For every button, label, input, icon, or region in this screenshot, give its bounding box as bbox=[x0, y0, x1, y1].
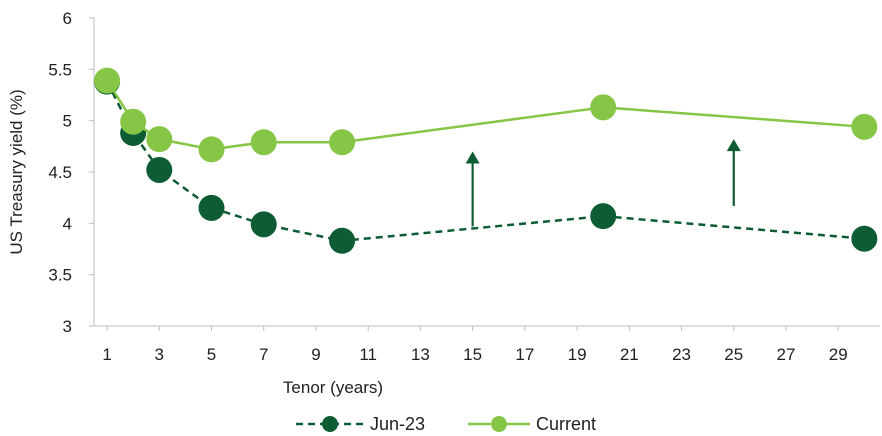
data-point bbox=[851, 113, 878, 140]
x-tick-label: 7 bbox=[259, 345, 268, 364]
data-point bbox=[329, 129, 356, 156]
axes bbox=[93, 18, 880, 327]
data-point bbox=[590, 94, 617, 121]
x-tick-label: 25 bbox=[724, 345, 743, 364]
legend-label: Jun-23 bbox=[370, 414, 425, 434]
data-point bbox=[198, 136, 225, 163]
x-tick-label: 5 bbox=[207, 345, 216, 364]
annotation-layer bbox=[465, 139, 741, 227]
x-tick-label: 17 bbox=[515, 345, 534, 364]
x-tick-label: 27 bbox=[777, 345, 796, 364]
x-tick-label: 23 bbox=[672, 345, 691, 364]
y-tick-label: 3.5 bbox=[48, 266, 72, 285]
x-tick-label: 1 bbox=[102, 345, 111, 364]
x-tick-label: 15 bbox=[463, 345, 482, 364]
x-axis-ticks: 1 3 5 7 9 11 13 15 17 19 21 23 25 27 29 bbox=[102, 326, 848, 364]
y-axis-title: US Treasury yield (%) bbox=[7, 89, 26, 254]
y-tick-label: 6 bbox=[63, 9, 72, 28]
legend-item-jun-23: Jun-23 bbox=[296, 414, 425, 434]
data-point bbox=[94, 67, 121, 94]
data-point bbox=[250, 211, 277, 238]
data-point bbox=[851, 225, 878, 252]
data-point bbox=[146, 126, 173, 153]
legend-item-current: Current bbox=[468, 414, 596, 434]
y-tick-label: 3 bbox=[63, 317, 72, 336]
series-layer bbox=[94, 67, 878, 254]
series-line bbox=[106, 79, 865, 151]
legend-label: Current bbox=[536, 414, 596, 434]
x-tick-label: 19 bbox=[568, 345, 587, 364]
series-current bbox=[94, 67, 878, 163]
data-point bbox=[590, 203, 617, 230]
up-arrow-icon bbox=[465, 151, 480, 227]
data-point bbox=[146, 156, 173, 183]
x-tick-label: 11 bbox=[359, 345, 377, 364]
y-tick-label: 4.5 bbox=[48, 163, 72, 182]
y-tick-label: 5 bbox=[63, 112, 72, 131]
y-tick-label: 5.5 bbox=[48, 60, 72, 79]
up-arrow-icon bbox=[726, 139, 741, 206]
x-tick-label: 29 bbox=[829, 345, 848, 364]
y-tick-label: 4 bbox=[63, 214, 72, 233]
legend: Jun-23 Current bbox=[296, 414, 596, 434]
x-tick-label: 13 bbox=[411, 345, 430, 364]
x-tick-label: 3 bbox=[155, 345, 164, 364]
data-point bbox=[198, 194, 225, 221]
legend-swatch-marker bbox=[322, 416, 338, 432]
data-point bbox=[250, 129, 277, 156]
legend-swatch-marker bbox=[491, 416, 507, 432]
data-point bbox=[329, 227, 356, 254]
x-tick-label: 9 bbox=[311, 345, 320, 364]
x-tick-label: 21 bbox=[620, 345, 639, 364]
data-point bbox=[120, 108, 147, 135]
x-axis-title: Tenor (years) bbox=[283, 378, 383, 397]
y-axis-ticks: 3 3.5 4 4.5 5 5.5 6 bbox=[48, 9, 94, 336]
